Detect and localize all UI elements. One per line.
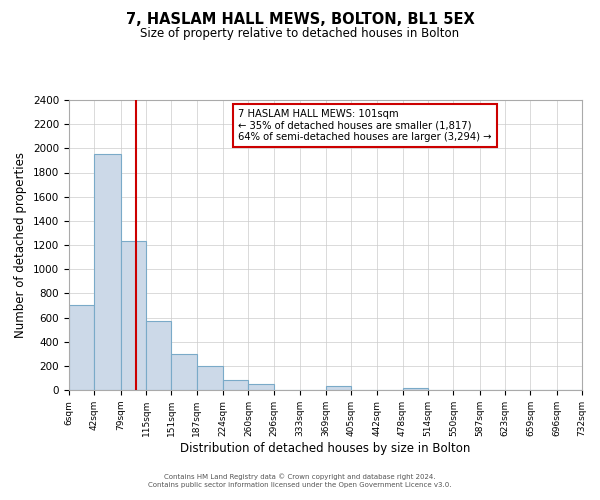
Bar [403, 388, 428, 390]
Text: 7 HASLAM HALL MEWS: 101sqm
← 35% of detached houses are smaller (1,817)
64% of s: 7 HASLAM HALL MEWS: 101sqm ← 35% of deta… [238, 108, 492, 142]
Text: Contains HM Land Registry data © Crown copyright and database right 2024.
Contai: Contains HM Land Registry data © Crown c… [148, 474, 452, 488]
Bar [172, 354, 197, 390]
Y-axis label: Number of detached properties: Number of detached properties [14, 152, 28, 338]
Text: Size of property relative to detached houses in Bolton: Size of property relative to detached ho… [140, 28, 460, 40]
X-axis label: Distribution of detached houses by size in Bolton: Distribution of detached houses by size … [181, 442, 470, 454]
Bar [248, 384, 274, 390]
Bar [325, 386, 351, 390]
Bar [197, 366, 223, 390]
Bar [223, 380, 248, 390]
Bar [94, 154, 121, 390]
Bar [146, 320, 172, 390]
Bar [121, 242, 146, 390]
Text: 7, HASLAM HALL MEWS, BOLTON, BL1 5EX: 7, HASLAM HALL MEWS, BOLTON, BL1 5EX [125, 12, 475, 28]
Bar [69, 306, 94, 390]
